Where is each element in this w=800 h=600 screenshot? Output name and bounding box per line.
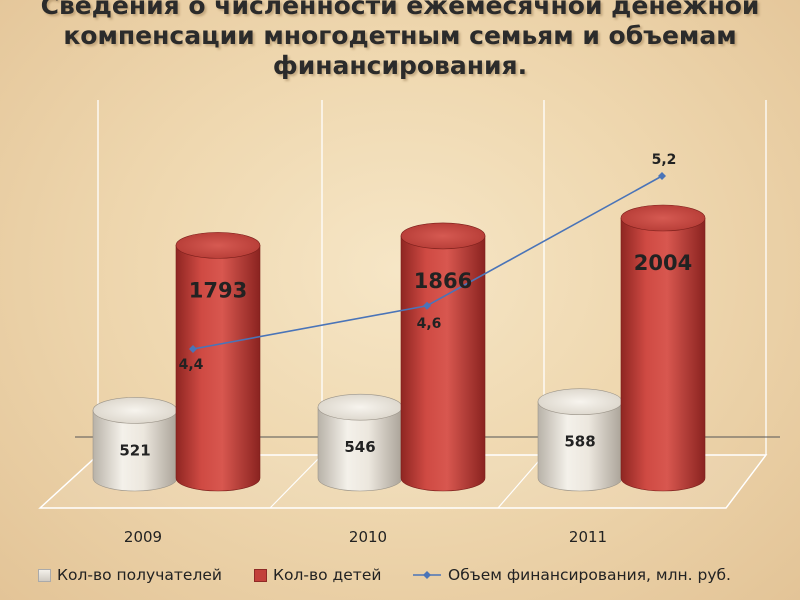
chart-bars bbox=[92, 204, 706, 492]
bar-recipients-2009-body bbox=[92, 410, 178, 492]
data-label-funding: 4,6 bbox=[417, 316, 442, 332]
legend-item-children: Кол-во детей bbox=[254, 566, 381, 584]
data-label-children: 1793 bbox=[189, 278, 247, 302]
tick-label-x: 2011 bbox=[569, 528, 607, 546]
floor-divider-1 bbox=[269, 454, 323, 509]
data-label-recipients: 521 bbox=[119, 441, 150, 459]
title-line-3: финансирования. bbox=[272, 51, 528, 80]
chart-title: Сведения о численности ежемесячной денеж… bbox=[0, 0, 800, 81]
legend-item-recipients: Кол-во получателей bbox=[38, 566, 222, 584]
chart-line bbox=[189, 172, 666, 353]
legend-label-children: Кол-во детей bbox=[273, 566, 382, 584]
bar-recipients-2010-body bbox=[317, 406, 403, 492]
point-funding-2009 bbox=[189, 345, 197, 353]
bar-children-2010 bbox=[400, 222, 486, 492]
legend-swatch-children bbox=[254, 568, 267, 582]
legend: Кол-во получателей Кол-во детей Объем фи… bbox=[0, 564, 800, 594]
legend-label-funding: Объем финансирования, млн. руб. bbox=[448, 566, 731, 584]
data-label-children: 1866 bbox=[414, 269, 472, 293]
bar-recipients-2010 bbox=[317, 393, 403, 492]
bar-children-2011-top bbox=[620, 204, 706, 232]
data-label-recipients: 546 bbox=[344, 438, 375, 456]
bar-children-2010-body bbox=[400, 235, 486, 492]
title-line-1: Сведения о численности ежемесячной денеж… bbox=[40, 0, 760, 20]
bar-recipients-2009 bbox=[92, 397, 178, 492]
bar-recipients-2009-top bbox=[92, 397, 178, 424]
bar-children-2011 bbox=[620, 204, 706, 492]
bar-children-2009 bbox=[175, 232, 261, 492]
data-label-recipients: 588 bbox=[564, 433, 595, 451]
bar-children-2009-body bbox=[175, 245, 261, 492]
bar-recipients-2011-top bbox=[537, 388, 623, 416]
floor-divider-3 bbox=[725, 454, 767, 509]
bar-recipients-2011 bbox=[537, 388, 623, 492]
legend-swatch-funding bbox=[413, 571, 441, 579]
point-funding-2011 bbox=[658, 172, 666, 180]
floor-divider-0 bbox=[39, 454, 99, 509]
legend-item-funding: Объем финансирования, млн. руб. bbox=[412, 566, 731, 584]
bar-recipients-2011-body bbox=[537, 401, 623, 492]
data-label-funding: 5,2 bbox=[652, 152, 677, 168]
legend-swatch-recipients bbox=[38, 568, 51, 582]
point-funding-2010 bbox=[423, 301, 431, 310]
chart-labels: 521 1793 2009 546 1866 2010 588 2004 2011 4,4 4,6 5… bbox=[119, 152, 692, 546]
bar-children-2010-top bbox=[400, 222, 486, 250]
title-line-2: компенсации многодетным семьям и объемам bbox=[63, 21, 737, 50]
tick-label-x: 2010 bbox=[349, 528, 387, 546]
bar-children-2009-top bbox=[175, 232, 261, 259]
floor-divider-2 bbox=[497, 454, 545, 509]
legend-label-recipients: Кол-во получателей bbox=[57, 566, 222, 584]
data-label-funding: 4,4 bbox=[179, 357, 204, 373]
bar-recipients-2010-top bbox=[317, 393, 403, 421]
tick-label-x: 2009 bbox=[124, 528, 162, 546]
bar-children-2011-body bbox=[620, 217, 706, 492]
data-label-children: 2004 bbox=[634, 251, 692, 275]
